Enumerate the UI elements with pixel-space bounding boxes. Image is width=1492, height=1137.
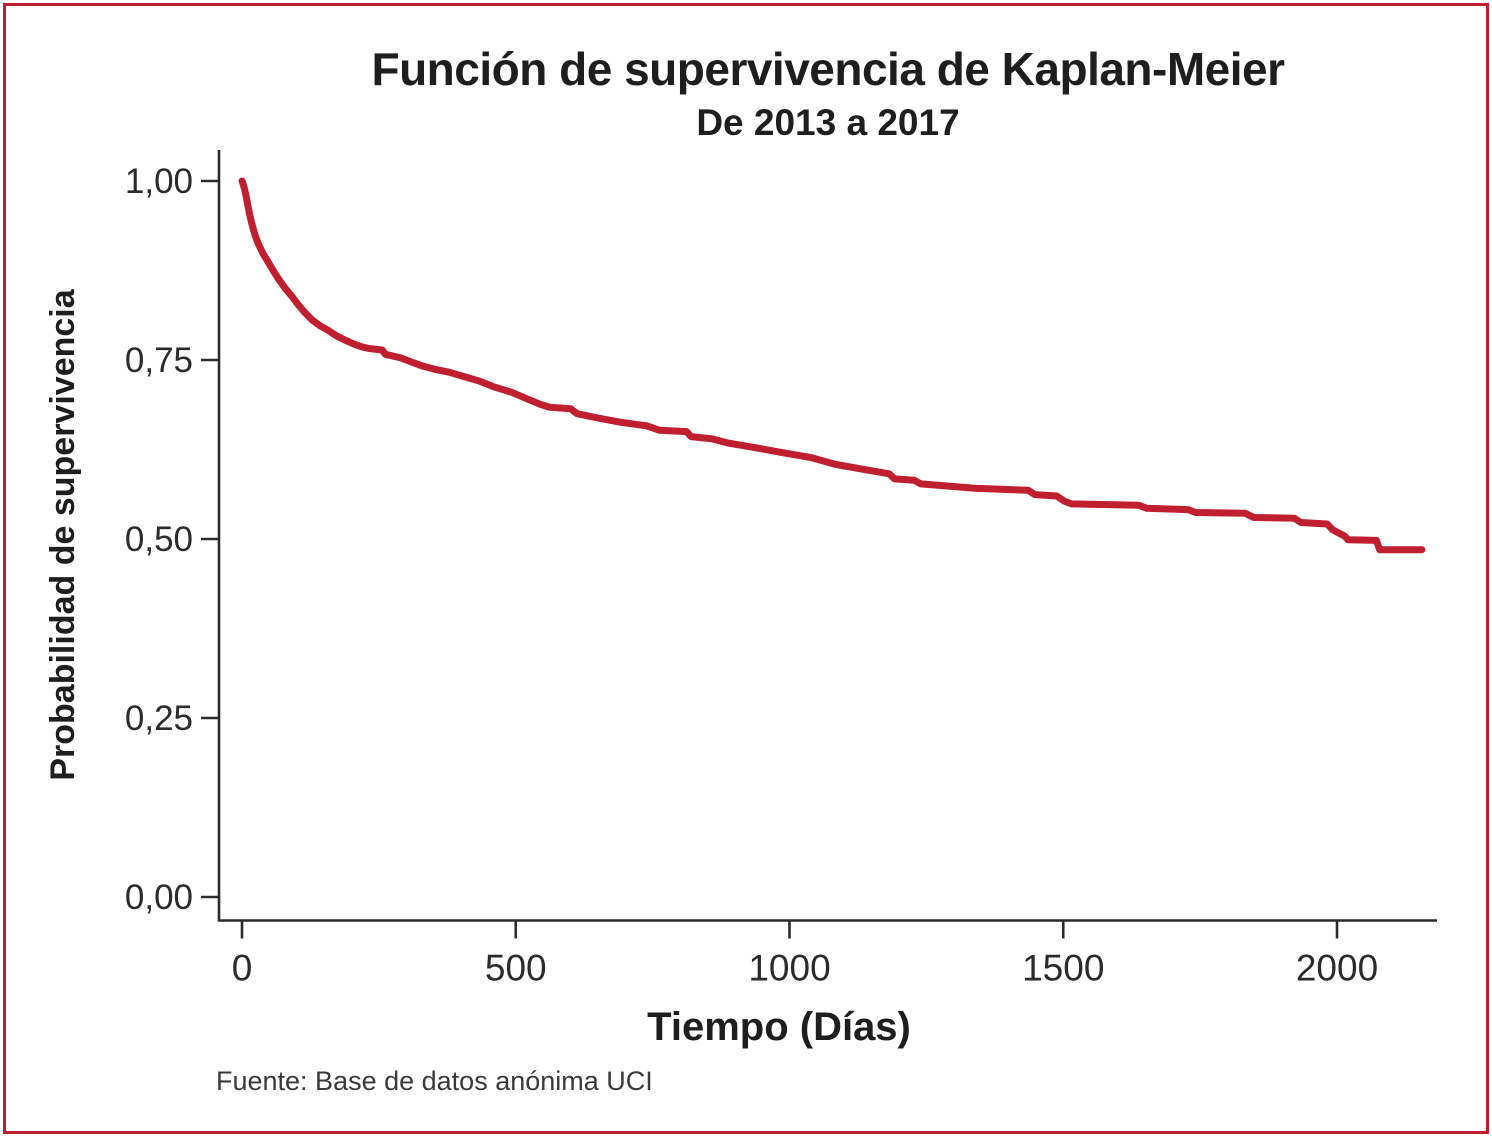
x-tick-label: 500: [485, 948, 547, 989]
x-tick-label: 0: [232, 948, 253, 989]
x-tick-label: 1500: [1022, 948, 1104, 989]
chart-subtitle: De 2013 a 2017: [696, 102, 960, 143]
x-axis-title: Tiempo (Días): [647, 1005, 911, 1049]
source-note: Fuente: Base de datos anónima UCI: [216, 1066, 653, 1096]
y-tick-label: 0,00: [125, 878, 193, 917]
survival-curve: [238, 177, 1426, 554]
y-tick-label: 0,75: [125, 341, 193, 380]
x-tick-label: 1000: [748, 948, 830, 989]
axis-lines: [217, 150, 1437, 922]
y-tick-label: 0,25: [125, 699, 193, 738]
y-tick-label: 1,00: [125, 162, 193, 201]
y-tick-label: 0,50: [125, 520, 193, 559]
chart-title: Función de supervivencia de Kaplan-Meier: [371, 43, 1285, 95]
x-tick-label: 2000: [1296, 948, 1378, 989]
